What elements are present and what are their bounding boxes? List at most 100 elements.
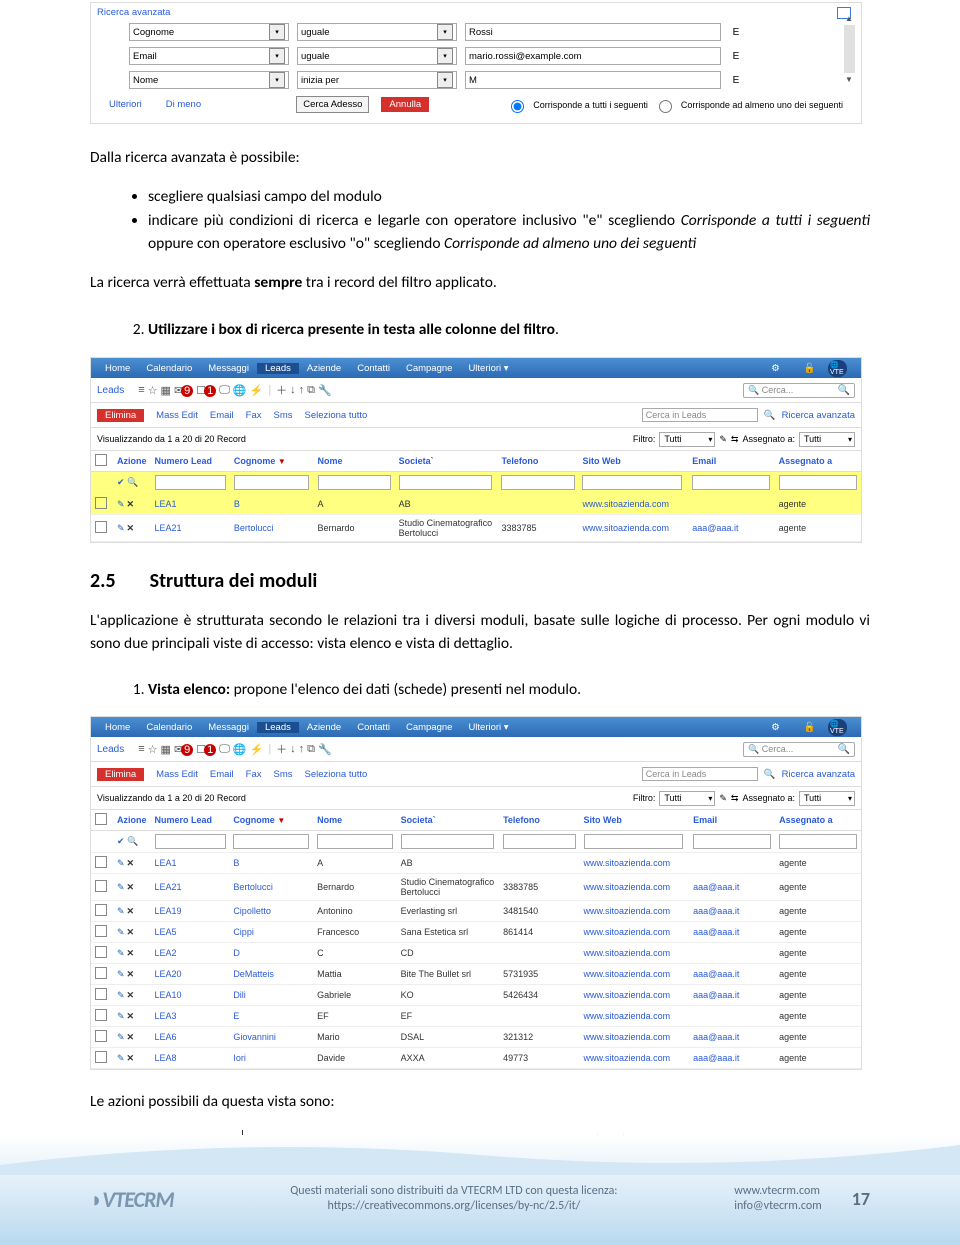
globe-icon[interactable]: 🌐 [233, 384, 247, 397]
edit-icon[interactable]: ✎ [117, 990, 125, 1000]
menu-item[interactable]: Calendario [138, 363, 200, 374]
field-select[interactable]: Email▾ [129, 47, 289, 65]
row-checkbox[interactable] [95, 856, 107, 868]
cell-lead-number[interactable]: LEA19 [151, 901, 230, 922]
alert-icon[interactable]: ☐1 [196, 384, 216, 397]
row-checkbox[interactable] [95, 1009, 107, 1021]
assigned-select[interactable]: Tutti [799, 432, 855, 447]
cell-sitoweb[interactable]: www.sitoazienda.com [580, 922, 690, 943]
cell-lead-number[interactable]: LEA3 [151, 1006, 230, 1027]
col-header[interactable]: Societa` [397, 810, 499, 831]
cell-email[interactable]: aaa@aaa.it [688, 515, 774, 542]
col-filter-input[interactable] [503, 834, 576, 849]
field-select[interactable]: Cognome▾ [129, 23, 289, 41]
cell-lead-number[interactable]: LEA20 [151, 964, 230, 985]
cell-cognome[interactable]: Cipolletto [229, 901, 313, 922]
edit-icon[interactable]: ✎ [117, 858, 125, 868]
cell-cognome[interactable]: D [229, 943, 313, 964]
menubar[interactable]: HomeCalendarioMessaggiLeadsAziendeContat… [91, 717, 861, 737]
scrollbar[interactable] [844, 25, 855, 73]
wrench-icon[interactable]: 🔧 [318, 743, 332, 756]
globe-icon[interactable]: 🌐 [233, 743, 247, 756]
col-header[interactable]: Cognome ▼ [229, 810, 313, 831]
cell-cognome[interactable]: E [229, 1006, 313, 1027]
cell-sitoweb[interactable]: www.sitoazienda.com [580, 943, 690, 964]
col-filter-input[interactable] [318, 475, 391, 490]
edit-icon[interactable]: ✎ [117, 523, 125, 533]
cell-lead-number[interactable]: LEA6 [151, 1027, 230, 1048]
action-link[interactable]: Email [210, 410, 234, 421]
filter-select[interactable]: Tutti [659, 432, 715, 447]
action-link[interactable]: Sms [273, 410, 292, 421]
delete-row-icon[interactable]: ✕ [127, 906, 135, 916]
row-checkbox[interactable] [95, 497, 107, 509]
global-search[interactable]: 🔍 Cerca...🔍 [743, 742, 855, 757]
cell-cognome[interactable]: Bertolucci [230, 515, 314, 542]
value-input[interactable] [465, 23, 721, 41]
col-filter-input[interactable] [399, 475, 492, 490]
field-select[interactable]: Nome▾ [129, 71, 289, 89]
row-checkbox[interactable] [95, 904, 107, 916]
menu-item[interactable]: Messaggi [200, 722, 257, 733]
flash-icon[interactable]: ⚡ [250, 384, 264, 397]
menu-item[interactable]: Campagne [398, 363, 460, 374]
col-filter-input[interactable] [317, 834, 392, 849]
menu-item[interactable]: Ulteriori ▾ [460, 363, 516, 374]
col-filter-input[interactable] [582, 475, 682, 490]
col-filter-input[interactable] [584, 834, 683, 849]
col-header[interactable]: Cognome ▼ [230, 451, 314, 472]
col-header[interactable]: Assegnato a [775, 810, 861, 831]
delete-button[interactable]: Elimina [97, 409, 144, 422]
cell-sitoweb[interactable]: www.sitoazienda.com [580, 985, 690, 1006]
col-header[interactable]: Azione [113, 810, 151, 831]
action-link[interactable]: Fax [246, 769, 262, 780]
cell-cognome[interactable]: Cippi [229, 922, 313, 943]
cell-lead-number[interactable]: LEA21 [151, 515, 230, 542]
menu-item[interactable]: Ulteriori ▾ [460, 722, 516, 733]
search-icon[interactable]: 🔍 [764, 769, 776, 780]
delete-row-icon[interactable]: ✕ [127, 523, 135, 533]
col-header[interactable]: Azione [113, 451, 151, 472]
col-header[interactable]: Societa` [395, 451, 498, 472]
screen-icon[interactable]: 🖵 [219, 743, 230, 756]
delete-row-icon[interactable]: ✕ [127, 990, 135, 1000]
cell-cognome[interactable]: B [230, 494, 314, 515]
col-header[interactable]: Assegnato a [775, 451, 861, 472]
cell-email[interactable]: aaa@aaa.it [689, 1048, 775, 1069]
col-header[interactable]: Email [688, 451, 774, 472]
col-filter-input[interactable] [155, 475, 227, 490]
import-icon[interactable]: ↓ [290, 384, 296, 396]
leads-search[interactable] [642, 408, 758, 422]
adv-search-link[interactable]: Ricerca avanzata [782, 769, 855, 780]
cell-cognome[interactable]: Iori [229, 1048, 313, 1069]
col-header[interactable]: Nome [313, 810, 397, 831]
row-checkbox[interactable] [95, 1051, 107, 1063]
edit-icon[interactable]: ✎ [117, 499, 125, 509]
adv-search-title[interactable]: Ricerca avanzata [91, 5, 861, 20]
assigned-select[interactable]: Tutti [799, 791, 855, 806]
menu-item[interactable]: Contatti [349, 363, 398, 374]
global-search[interactable]: 🔍 Cerca...🔍 [743, 383, 855, 398]
import-icon[interactable]: ↓ [290, 743, 296, 755]
col-filter-input[interactable] [155, 834, 226, 849]
value-input[interactable] [465, 47, 721, 65]
search-col-icon[interactable]: 🔍 [127, 477, 138, 487]
menu-item[interactable]: Home [97, 722, 138, 733]
menu-item[interactable]: Leads [257, 722, 299, 733]
col-header[interactable]: Numero Lead [151, 451, 230, 472]
save-filter-icon[interactable]: ✎ [719, 793, 727, 804]
apply-filter-icon[interactable]: ✔ [117, 836, 125, 846]
export-icon[interactable]: ↑ [299, 743, 305, 755]
row-checkbox[interactable] [95, 988, 107, 1000]
col-header[interactable]: Numero Lead [151, 810, 230, 831]
cell-lead-number[interactable]: LEA5 [151, 922, 230, 943]
col-filter-input[interactable] [501, 475, 574, 490]
row-checkbox[interactable] [95, 967, 107, 979]
cell-email[interactable]: aaa@aaa.it [689, 874, 775, 901]
list-icon[interactable]: ≡ [138, 743, 144, 755]
action-link[interactable]: Mass Edit [156, 410, 198, 421]
value-input[interactable] [465, 71, 721, 89]
cancel-button[interactable]: Annulla [381, 97, 429, 112]
action-link[interactable]: Email [210, 769, 234, 780]
module-name[interactable]: Leads [97, 744, 124, 755]
